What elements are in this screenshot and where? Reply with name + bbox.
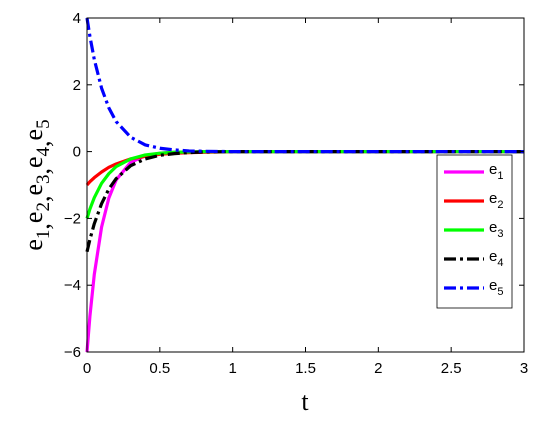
x-tick-label: 3 <box>520 360 528 377</box>
y-tick-label: 4 <box>73 10 81 27</box>
x-tick-label: 2.5 <box>441 360 462 377</box>
y-tick-label: −4 <box>64 277 81 294</box>
x-tick-label: 0.5 <box>149 360 170 377</box>
x-tick-label: 1.5 <box>295 360 316 377</box>
y-tick-label: 2 <box>73 77 81 94</box>
x-axis-label: t <box>301 387 309 416</box>
legend-label-e3: e3 <box>489 219 503 240</box>
legend-entries: e1 e2 e3 e4 e5 <box>444 161 503 298</box>
x-tick-label: 2 <box>374 360 382 377</box>
y-axis-label: e1,e2,e3,e4,e5 <box>19 119 55 250</box>
legend: e1 e2 e3 e4 e5 <box>436 154 513 309</box>
ticks-layer: 0 0.5 1 1.5 2 2.5 3 −6 −4 −2 0 2 4 <box>64 10 528 377</box>
series-layer <box>85 17 524 353</box>
legend-label-e1: e1 <box>489 161 503 182</box>
legend-label-e4: e4 <box>489 248 503 269</box>
x-tick-label: 0 <box>83 360 91 377</box>
series-line-e5 <box>85 17 524 154</box>
legend-label-e2: e2 <box>489 190 503 211</box>
legend-label-e5: e5 <box>489 277 503 298</box>
y-tick-label: 0 <box>73 144 81 161</box>
y-tick-label: −2 <box>64 210 81 227</box>
x-tick-label: 1 <box>228 360 236 377</box>
y-tick-label: −6 <box>64 344 81 361</box>
